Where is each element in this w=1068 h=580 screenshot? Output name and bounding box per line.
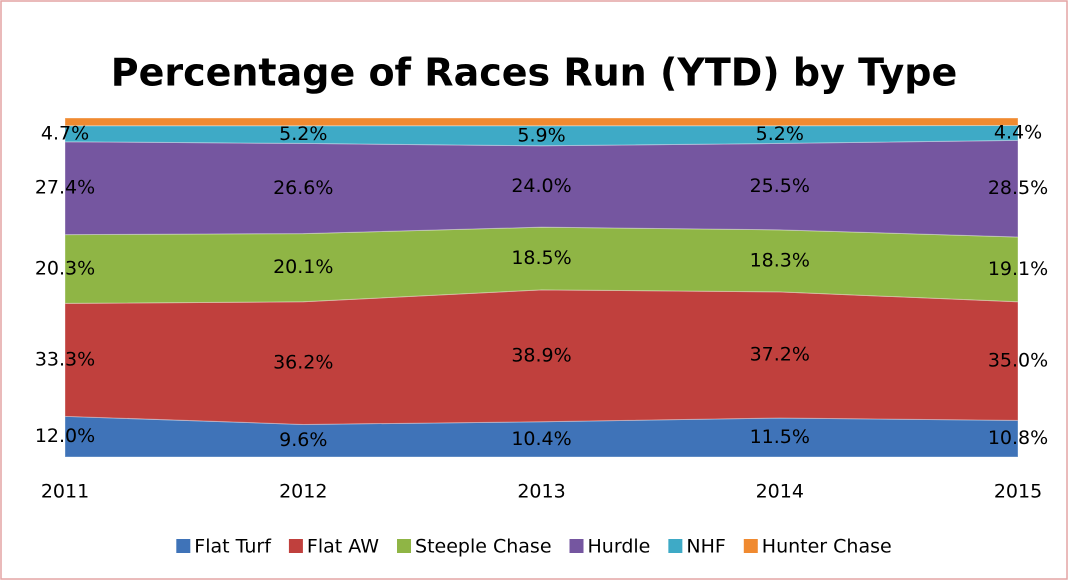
data-label: 24.0% [511,175,571,197]
legend-swatch [743,539,758,553]
x-tick-label: 2012 [279,481,327,503]
area [64,289,1019,425]
data-label: 12.0% [35,425,95,447]
data-label: 11.5% [750,426,810,448]
data-label: 19.1% [988,258,1048,280]
x-tick-label: 2011 [41,481,89,503]
data-label: 18.3% [750,249,810,271]
x-tick-label: 2014 [756,481,804,503]
chart-title: Percentage of Races Run (YTD) by Type [111,51,958,95]
data-label: 28.5% [988,177,1048,199]
legend-label: Flat Turf [194,536,272,558]
data-label: 4.4% [994,121,1042,143]
data-label: 4.7% [41,122,89,144]
legend-label: Flat AW [307,536,379,558]
area [64,117,1019,127]
legend-swatch [288,539,303,553]
legend: Flat Turf Flat AW Steeple Chase Hurdle NHF Hu… [176,536,892,558]
data-label: 5.2% [756,123,804,145]
data-label: 9.6% [279,429,327,451]
data-label: 33.3% [35,348,95,370]
data-label: 36.2% [273,352,333,374]
legend-swatch [569,539,584,553]
legend-swatch [397,539,412,553]
data-label: 10.8% [988,427,1048,449]
legend-label: Hurdle [588,536,651,558]
legend-swatch [668,539,683,553]
legend-label: Steeple Chase [415,536,552,558]
legend-label: NHF [686,536,725,558]
data-label: 35.0% [988,350,1048,372]
data-label: 20.3% [35,258,95,280]
x-tick-label: 2015 [994,481,1042,503]
area [64,415,1019,458]
legend-swatch [176,539,191,553]
data-label: 18.5% [511,247,571,269]
data-label: 5.2% [279,123,327,145]
data-label: 26.6% [273,177,333,199]
legend-label: Hunter Chase [762,536,892,558]
data-label: 38.9% [511,344,571,366]
data-label: 37.2% [750,343,810,365]
data-label: 20.1% [273,256,333,278]
data-label: 10.4% [511,428,571,450]
data-label: 27.4% [35,177,95,199]
data-label: 5.9% [517,124,565,146]
data-label: 25.5% [750,175,810,197]
x-tick-label: 2013 [517,481,565,503]
